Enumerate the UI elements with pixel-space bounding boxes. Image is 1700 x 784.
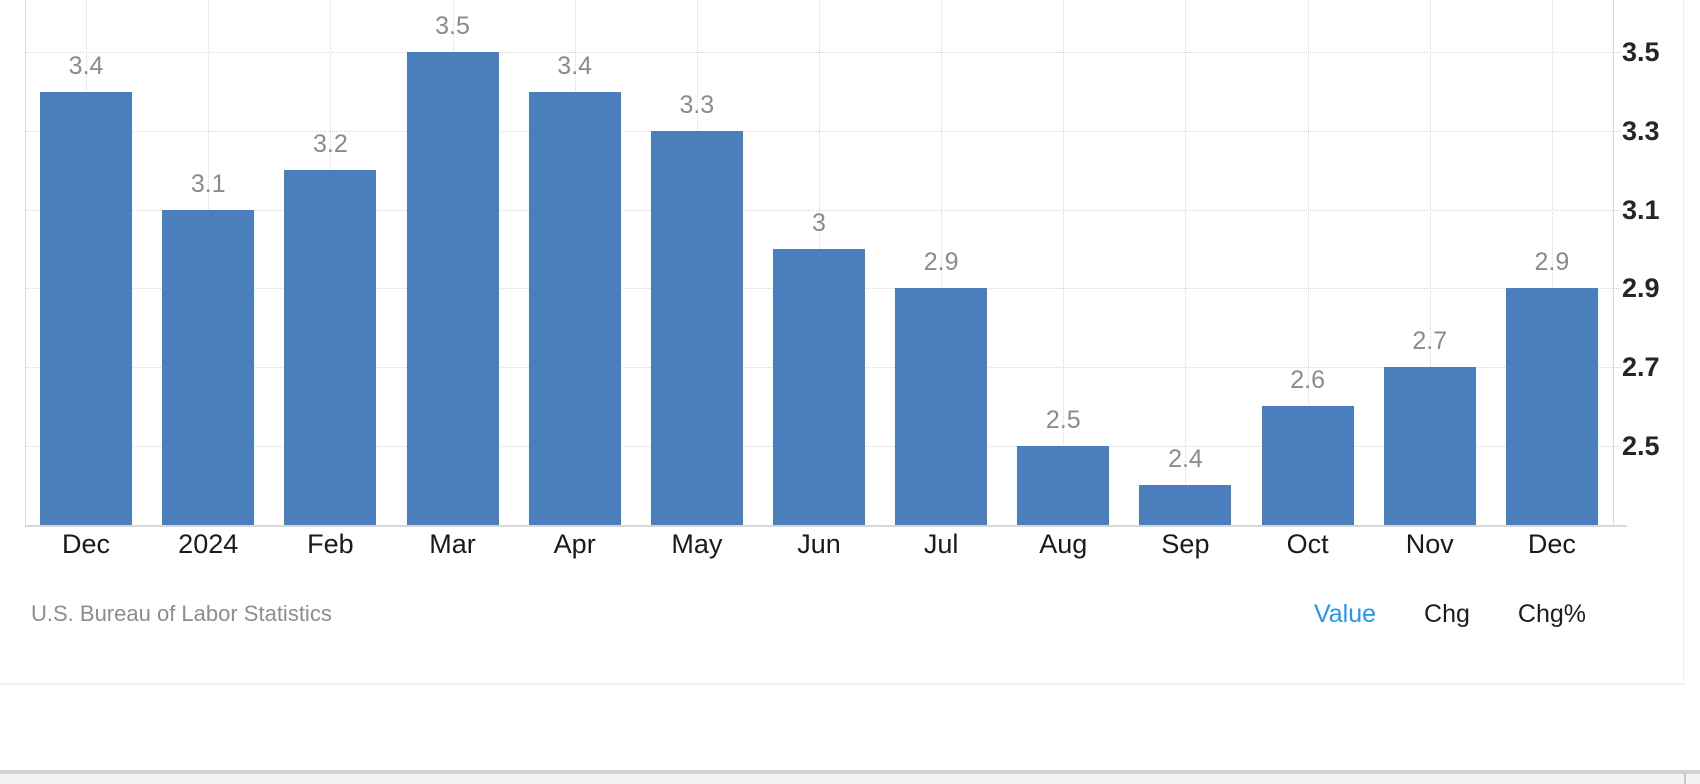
x-axis-label-dec: Dec [62,529,111,559]
bar-mar[interactable] [406,52,499,525]
bar-value-label: 3 [812,208,826,237]
bar-feb[interactable] [284,170,377,525]
y-axis-label: 3.5 [1622,37,1660,68]
page-bottom-band [0,770,1700,784]
bar-dec[interactable] [1505,288,1598,525]
y-gridline [25,130,1621,132]
bottom-band-divider [1684,772,1686,784]
plot-right-border [1613,0,1614,525]
bar-value-label: 2.5 [1045,405,1081,434]
bar-dec[interactable] [40,91,133,525]
y-gridline [25,209,1621,211]
bar-apr[interactable] [528,91,621,525]
bar-value-label: 2.9 [923,248,959,277]
y-axis-label: 3.3 [1622,115,1660,146]
unemployment-rate-bar-chart: 3.4 3.1 3.2 3.5 3.4 3.3 3 2.9 2.5 2.4 2.6 2.7 2.9 Dec… [0,0,1684,685]
x-axis-label-aug: Aug [1039,529,1088,559]
bar-jun[interactable] [773,248,865,525]
bar-aug[interactable] [1017,445,1110,525]
x-axis-label-nov: Nov [1405,529,1454,559]
bar-value-label: 3.4 [557,51,593,80]
y-axis-label: 2.5 [1622,430,1660,461]
bar-value-label: 2.6 [1290,366,1325,395]
x-gridline [1063,0,1065,525]
bar-value-label: 2.9 [1534,248,1570,277]
x-axis-label-2024: 2024 [178,529,239,559]
x-gridline [1307,0,1309,525]
bar-nov[interactable] [1383,366,1476,525]
x-axis-label-oct: Oct [1286,529,1329,559]
bar-2024[interactable] [162,209,255,525]
mode-value[interactable]: Value [1313,600,1377,628]
bar-may[interactable] [650,130,743,525]
x-axis-label-jun: Jun [797,529,841,559]
source-attribution-link[interactable]: U.S. Bureau of Labor Statistics [31,601,332,626]
bar-oct[interactable] [1261,406,1354,525]
y-gridline [25,52,1621,54]
x-gridline [1551,0,1553,525]
x-axis-label-jul: Jul [923,529,959,559]
x-axis-label-mar: Mar [429,529,476,559]
bar-value-label: 2.4 [1168,444,1203,473]
mode-chg-pct[interactable]: Chg% [1517,600,1586,628]
plot-area: 3.4 3.1 3.2 3.5 3.4 3.3 3 2.9 2.5 2.4 2.6 2.7 2.9 Dec… [25,0,1660,559]
x-axis-label-may: May [671,529,723,559]
bar-jul[interactable] [895,288,988,525]
bar-value-label: 3.3 [679,90,715,119]
y-axis-label: 3.1 [1622,194,1660,225]
plot-left-border [25,0,26,525]
bar-value-label: 3.1 [190,169,226,198]
mode-chg[interactable]: Chg [1424,600,1470,628]
bar-value-label: 3.4 [68,51,104,80]
chart-mode-switch: Value Chg Chg% [1314,599,1586,629]
bar-value-label: 3.5 [435,12,470,41]
bar-value-label: 2.7 [1412,326,1448,355]
y-axis-label: 2.9 [1622,273,1660,304]
x-gridline [941,0,943,525]
x-gridline [1185,0,1187,525]
x-gridline [1429,0,1431,525]
x-axis-label-feb: Feb [307,529,354,559]
x-axis-label-apr: Apr [553,529,596,559]
x-axis-label-sep: Sep [1161,529,1210,559]
x-axis-line [25,525,1627,527]
x-axis-label-dec: Dec [1527,529,1576,559]
bar-sep[interactable] [1139,484,1232,525]
bar-value-label: 3.2 [312,130,348,159]
y-axis-label: 2.7 [1622,351,1660,382]
